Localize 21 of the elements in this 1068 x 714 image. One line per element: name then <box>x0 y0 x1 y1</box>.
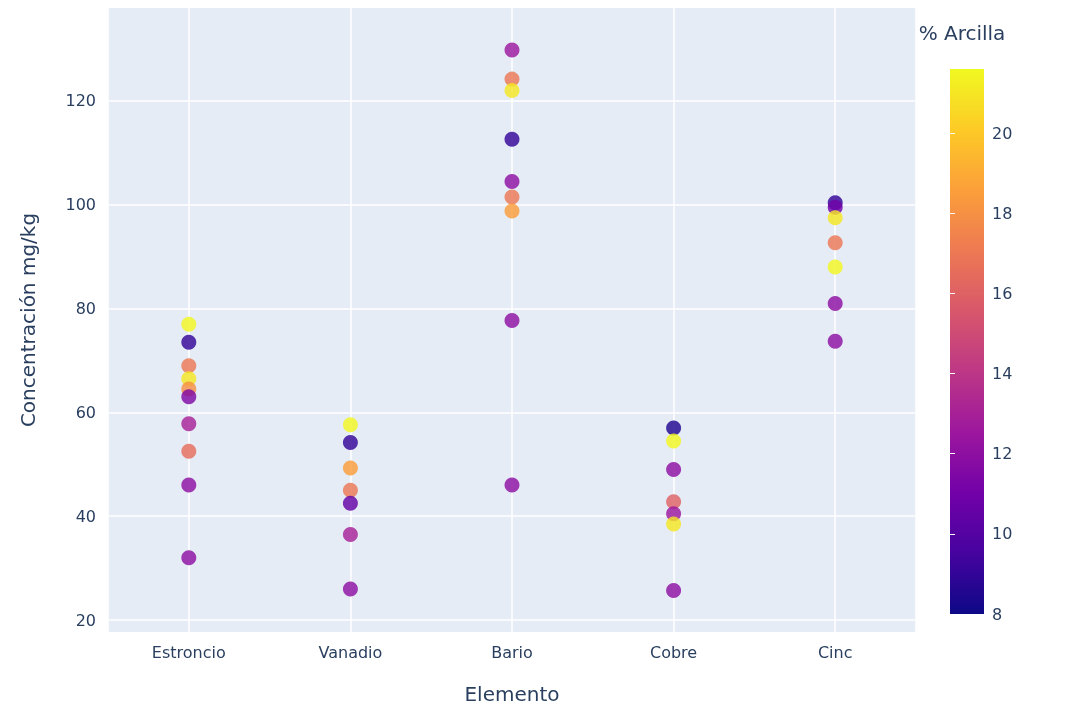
y-tick-label: 60 <box>75 402 96 422</box>
y-tick-label: 100 <box>65 195 96 215</box>
y-tick-label: 20 <box>75 610 96 630</box>
color-bar-title: % Arcilla <box>918 21 1006 45</box>
y-tick-label: 80 <box>75 299 96 319</box>
y-axis-title: Concentración mg/kg <box>16 212 40 428</box>
color-bar-label: 8 <box>992 604 1003 624</box>
color-bar-label: 12 <box>992 444 1013 464</box>
y-tick-label: 40 <box>75 506 96 526</box>
x-axis-title: Elemento <box>464 682 560 706</box>
x-tick-label: Estroncio <box>151 642 226 662</box>
x-tick-label: Bario <box>491 642 533 662</box>
y-tick-label: 120 <box>65 91 96 111</box>
color-bar-label: 18 <box>992 203 1013 223</box>
color-bar-label: 10 <box>992 524 1013 544</box>
color-bar-label: 16 <box>992 283 1013 303</box>
color-bar-label: 20 <box>992 123 1013 143</box>
x-tick-label: Cobre <box>650 642 698 662</box>
color-bar-label: 14 <box>992 364 1013 384</box>
x-tick-label: Vanadio <box>318 642 383 662</box>
x-tick-label: Cinc <box>817 642 853 662</box>
